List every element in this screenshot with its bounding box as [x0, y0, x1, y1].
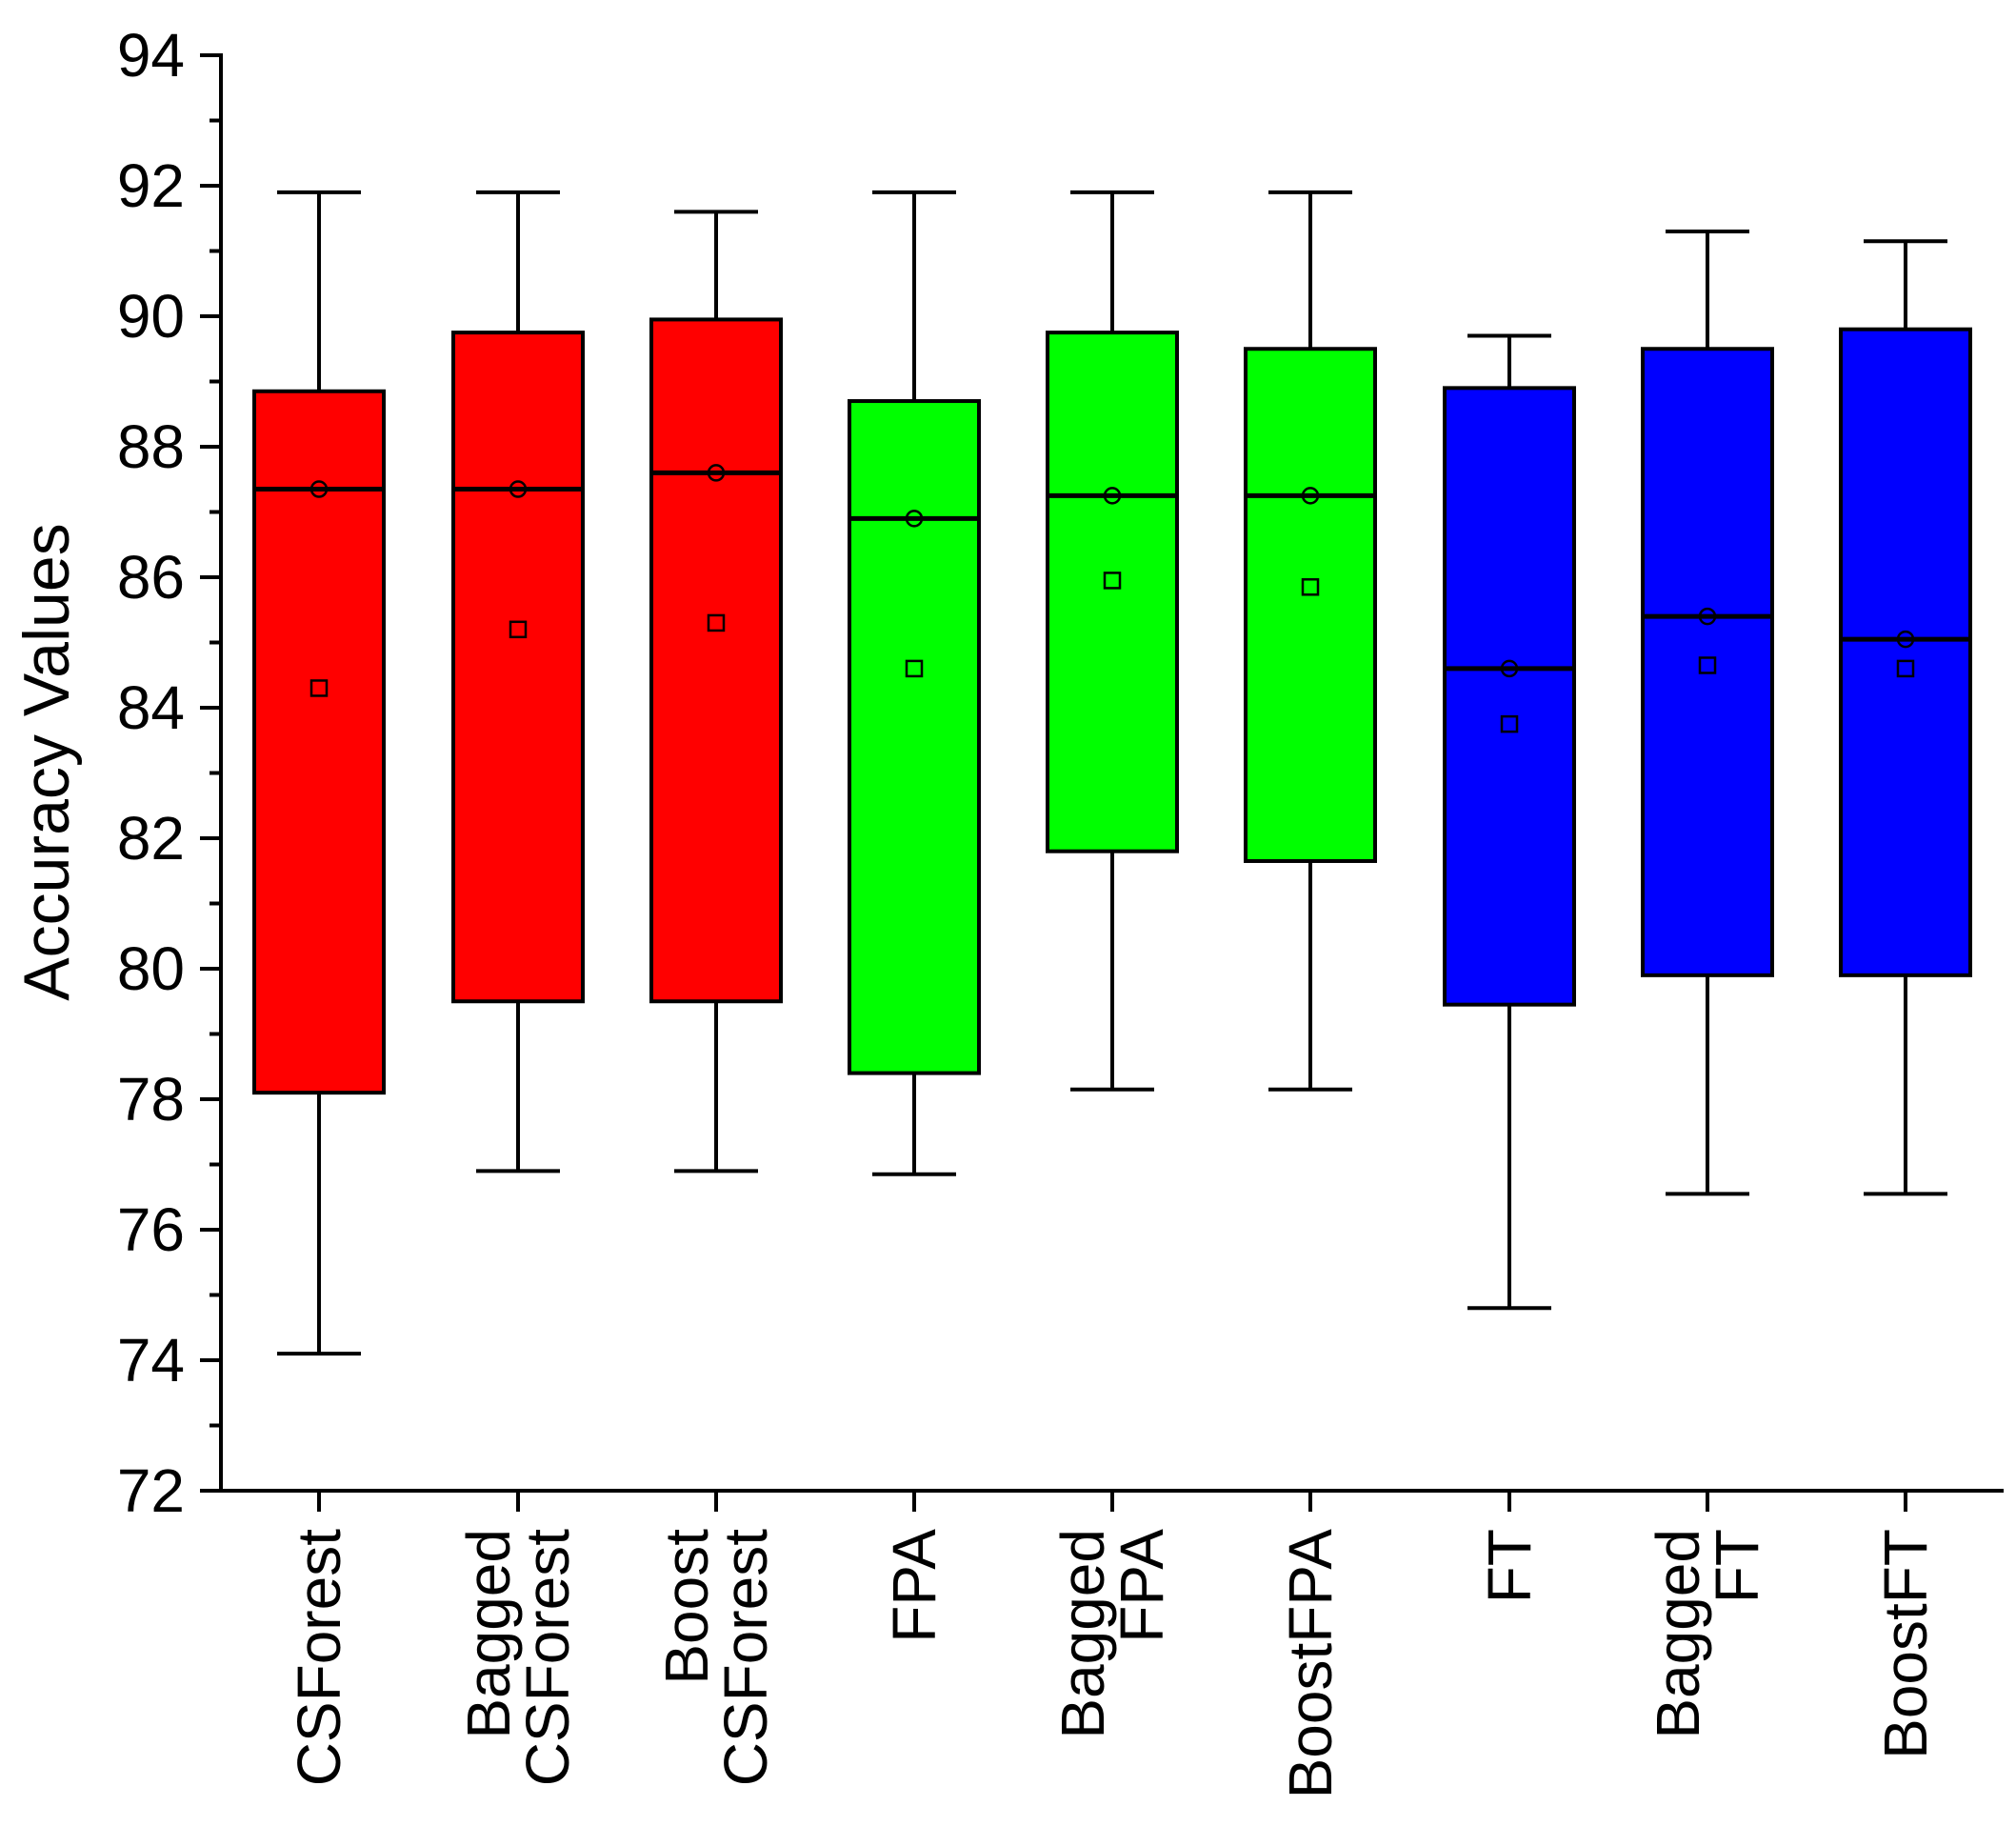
y-tick-label: 74 — [117, 1326, 185, 1395]
mean-marker — [1103, 572, 1122, 590]
circle-marker — [1301, 487, 1320, 505]
x-category-label: FT — [1703, 1529, 1771, 1603]
box-body — [252, 389, 386, 1095]
mean-marker — [509, 620, 528, 639]
x-category-label: CSForest — [711, 1529, 780, 1787]
x-category-label: BoostFPA — [1276, 1529, 1345, 1799]
x-category-label: Bagged — [1048, 1529, 1117, 1739]
y-axis-title-group: Accuracy Values — [10, 523, 83, 1000]
mean-marker — [309, 679, 329, 697]
box-group — [1443, 333, 1576, 1311]
y-tick-label: 82 — [117, 804, 185, 873]
box-body — [1046, 331, 1179, 853]
x-category-label: FPA — [1108, 1529, 1176, 1643]
circle-marker — [1698, 607, 1717, 626]
box-body — [1641, 347, 1774, 977]
mean-marker — [1896, 659, 1915, 678]
axes-layer — [219, 53, 2004, 1512]
box-body — [649, 317, 783, 1004]
mean-marker — [1500, 714, 1519, 733]
box-body — [1443, 386, 1576, 1007]
x-category-label: CSForest — [285, 1529, 353, 1787]
circle-marker — [905, 510, 924, 528]
mean-marker — [905, 659, 924, 678]
box-group — [1641, 229, 1774, 1196]
circle-marker — [309, 480, 329, 498]
y-tick-label: 88 — [117, 412, 185, 481]
box-group — [451, 190, 585, 1174]
box-group — [848, 190, 981, 1176]
mean-marker — [707, 613, 726, 632]
y-axis-title: Accuracy Values — [10, 523, 83, 1000]
x-category-label: CSForest — [513, 1529, 582, 1787]
box-group — [649, 210, 783, 1174]
y-tick-label: 84 — [117, 673, 185, 742]
circle-marker — [1103, 487, 1122, 505]
circle-marker — [1500, 659, 1519, 678]
x-category-label: Bagged — [454, 1529, 523, 1739]
y-tick-label: 94 — [117, 21, 185, 90]
y-tick-label: 80 — [117, 934, 185, 1003]
y-tick-label: 72 — [117, 1456, 185, 1525]
box-group — [1046, 190, 1179, 1092]
box-body — [848, 399, 981, 1075]
circle-marker — [707, 464, 726, 482]
y-tick-label: 90 — [117, 282, 185, 351]
y-tick-label: 86 — [117, 543, 185, 612]
x-category-label: Bagged — [1644, 1529, 1712, 1739]
circle-marker — [1896, 630, 1915, 649]
x-category-label: FT — [1475, 1529, 1544, 1603]
box-group — [1839, 239, 1972, 1196]
boxes-layer — [252, 190, 1972, 1356]
y-axis-ticks: 72 74 76 78 80 82 84 86 88 90 92 94 — [117, 21, 221, 1525]
y-tick-label: 78 — [117, 1065, 185, 1134]
mean-marker — [1301, 578, 1320, 596]
x-category-label: BoostFT — [1871, 1529, 1940, 1759]
y-tick-label: 92 — [117, 151, 185, 220]
y-tick-label: 76 — [117, 1195, 185, 1264]
box-body — [451, 331, 585, 1004]
mean-marker — [1698, 656, 1717, 674]
x-category-label: Boost — [652, 1529, 721, 1685]
box-group — [1244, 190, 1377, 1092]
box-group — [252, 190, 386, 1356]
x-category-label: FPA — [880, 1529, 948, 1643]
circle-marker — [509, 480, 528, 498]
box-body — [1839, 327, 1972, 977]
box-body — [1244, 347, 1377, 863]
